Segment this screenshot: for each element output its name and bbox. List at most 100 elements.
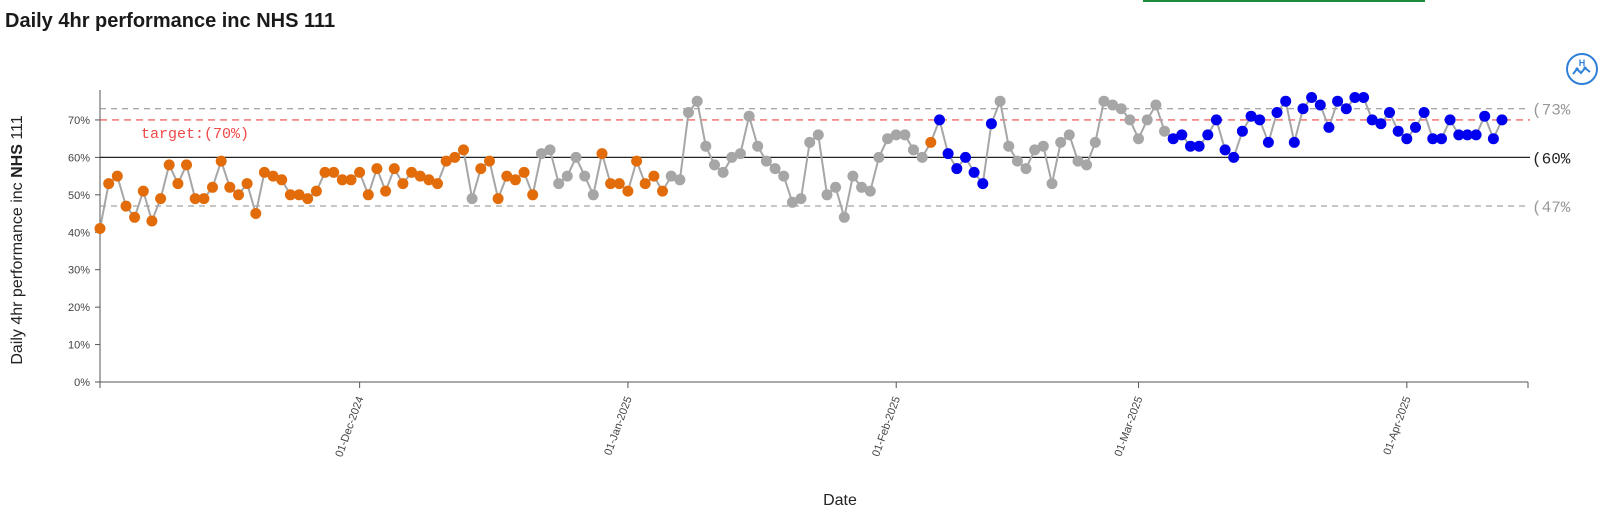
data-point-improvement — [951, 163, 963, 175]
data-point-concern — [648, 170, 660, 182]
data-point-common-cause — [1081, 159, 1093, 171]
series-line — [99, 96, 1503, 229]
data-point-common-cause — [830, 181, 842, 193]
data-point-improvement — [1479, 110, 1491, 122]
data-point-concern — [103, 178, 115, 190]
x-tick-label: 01-Mar-2025 — [1113, 395, 1146, 458]
data-point-common-cause — [466, 193, 478, 205]
data-point-improvement — [1436, 133, 1447, 145]
data-points — [94, 92, 1508, 234]
data-point-improvement — [1358, 92, 1370, 103]
data-point-concern — [501, 170, 513, 182]
data-point-common-cause — [1029, 144, 1041, 156]
data-point-concern — [509, 174, 521, 186]
data-point-common-cause — [743, 110, 755, 122]
data-point-common-cause — [665, 170, 677, 182]
mean-label: (60% — [1532, 150, 1571, 168]
data-point-improvement — [1185, 140, 1196, 152]
data-point-common-cause — [804, 136, 816, 148]
data-point-common-cause — [579, 170, 591, 182]
top-accent-bar — [1143, 0, 1425, 2]
data-point-common-cause — [587, 189, 599, 201]
data-point-concern — [111, 170, 123, 182]
data-point-concern — [207, 181, 218, 193]
data-point-improvement — [1496, 114, 1508, 126]
data-point-improvement — [1470, 129, 1482, 141]
data-point-common-cause — [535, 148, 547, 160]
y-axis-title-emphasis: NHS — [9, 144, 26, 178]
x-tick-label: 01-Feb-2025 — [870, 395, 903, 458]
data-point-common-cause — [1037, 140, 1049, 152]
y-axis-title: Daily 4hr performance inc NHS 111 — [9, 115, 26, 364]
reference-lines: (73% (47% target:(70%) (60% — [100, 102, 1571, 217]
data-point-concern — [423, 174, 435, 186]
x-tick-label: 01-Apr-2025 — [1381, 395, 1413, 457]
data-point-concern — [458, 144, 469, 156]
data-point-improvement — [1366, 114, 1378, 126]
data-point-improvement — [1167, 133, 1179, 145]
data-point-concern — [241, 178, 253, 190]
data-point-concern — [276, 174, 288, 186]
data-point-improvement — [985, 118, 997, 130]
data-point-concern — [440, 155, 452, 167]
data-point-common-cause — [1115, 103, 1127, 115]
data-point-common-cause — [847, 170, 859, 182]
data-point-improvement — [1444, 114, 1456, 126]
spc-help-icon: H — [1572, 58, 1591, 75]
data-point-concern — [328, 166, 340, 178]
data-point-concern — [310, 185, 322, 197]
data-point-common-cause — [1055, 136, 1067, 148]
data-point-common-cause — [786, 196, 798, 208]
y-tick-label: 60% — [68, 152, 90, 164]
data-point-common-cause — [726, 151, 738, 163]
data-point-concern — [233, 189, 244, 201]
data-point-concern — [146, 215, 158, 227]
data-point-common-cause — [553, 178, 565, 190]
data-point-common-cause — [1072, 155, 1084, 167]
data-point-common-cause — [1133, 133, 1144, 145]
data-point-improvement — [1487, 133, 1499, 145]
data-point-common-cause — [1098, 95, 1110, 107]
data-point-concern — [362, 189, 374, 201]
x-tick-label: 01-Jan-2025 — [602, 395, 634, 457]
data-point-common-cause — [769, 163, 781, 175]
data-point-improvement — [1280, 95, 1292, 107]
spc-help-button[interactable]: H — [1566, 53, 1598, 85]
data-point-concern — [518, 166, 530, 178]
data-point-improvement — [1418, 107, 1430, 118]
data-point-improvement — [1202, 129, 1214, 141]
data-point-concern — [631, 155, 643, 167]
data-point-common-cause — [1003, 140, 1015, 152]
y-axis-title-part: 111 — [9, 115, 26, 144]
y-tick-label: 0% — [74, 377, 90, 389]
data-point-improvement — [1236, 125, 1248, 137]
data-point-common-cause — [760, 155, 772, 167]
data-point-improvement — [942, 148, 954, 160]
chart-title: Daily 4hr performance inc NHS 111 — [5, 10, 336, 32]
target-label: target:(70%) — [141, 126, 249, 143]
data-point-concern — [181, 159, 192, 171]
data-point-concern — [163, 159, 175, 171]
data-point-concern — [449, 151, 461, 163]
svg-text:H: H — [1579, 58, 1586, 68]
data-point-common-cause — [994, 95, 1006, 107]
data-point-improvement — [977, 178, 989, 190]
data-point-common-cause — [1063, 129, 1075, 141]
data-point-concern — [371, 163, 383, 175]
data-point-common-cause — [838, 211, 850, 223]
y-axis: 0% 10% 20% 30% 40% 50% 60% 70% — [68, 90, 101, 389]
data-point-concern — [284, 189, 296, 201]
data-point-concern — [925, 136, 937, 148]
data-point-common-cause — [561, 170, 573, 182]
data-point-common-cause — [700, 140, 712, 152]
data-point-common-cause — [795, 193, 807, 205]
y-tick-label: 40% — [68, 227, 90, 239]
data-point-improvement — [1427, 133, 1439, 145]
data-point-common-cause — [1141, 114, 1153, 126]
data-point-common-cause — [683, 107, 694, 118]
data-point-concern — [380, 185, 392, 197]
data-point-improvement — [1306, 92, 1318, 103]
data-point-improvement — [1332, 95, 1344, 107]
data-point-concern — [189, 193, 201, 205]
data-point-concern — [293, 189, 305, 201]
